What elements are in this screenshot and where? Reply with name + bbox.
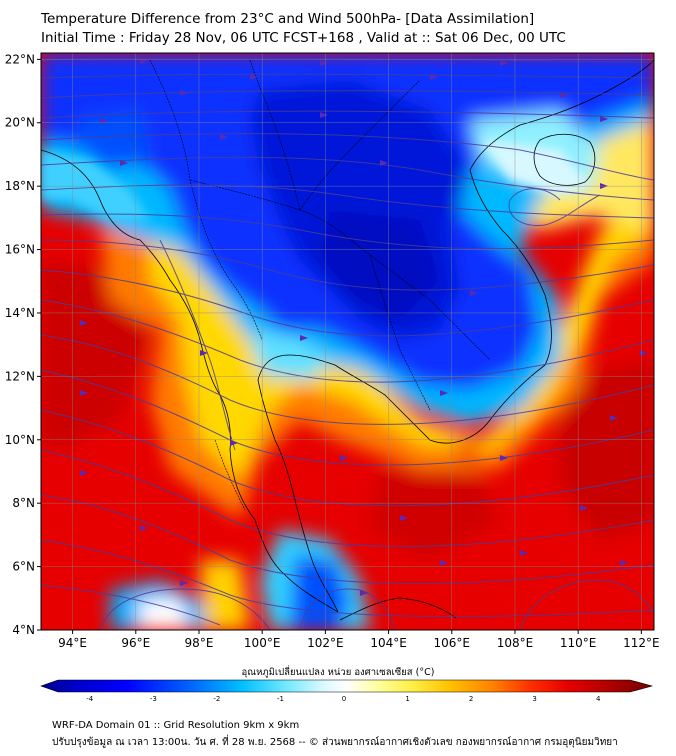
map-frame [40,52,655,631]
latitude-axis: 22°N 20°N 18°N 16°N 14°N 12°N 10°N 8°N 6°N 4°N [5,52,41,637]
lon-tick-label: 94°E [58,636,87,650]
footer-credit: ปรับปรุงข้อมูล ณ เวลา 13:00น. วัน ศ. ที่… [52,737,618,748]
colorbar-tick-label: -4 [86,695,94,703]
colorbar-tick-label: -2 [213,695,220,703]
lon-tick-label: 112°E [623,636,660,650]
lat-tick-label: 4°N [12,623,35,637]
lon-tick-label: 98°E [185,636,214,650]
colorbar: -4 -3 -2 -1 0 1 2 3 4 [40,679,654,703]
lat-tick-label: 14°N [5,306,35,320]
lon-tick-label: 110°E [560,636,597,650]
lon-tick-label: 96°E [121,636,150,650]
map-subtitle: Initial Time : Friday 28 Nov, 06 UTC FCS… [41,30,566,46]
lat-tick-label: 8°N [12,496,35,510]
colorbar-label: อุณหภูมิเปลี่ยนแปลง หน่วย องศาเซลเซียส (… [241,667,435,678]
coastlines [41,59,654,621]
wind-streamlines [41,57,654,630]
lon-tick-label: 108°E [497,636,534,650]
lon-tick-label: 102°E [307,636,344,650]
lat-tick-label: 18°N [5,179,35,193]
lon-tick-label: 100°E [244,636,281,650]
colorbar-tick-label: 0 [342,695,346,703]
colorbar-tick-label: 3 [532,695,536,703]
temperature-field [41,53,654,630]
lat-tick-label: 22°N [5,52,35,66]
lat-tick-label: 12°N [5,369,35,383]
country-borders [149,59,491,511]
lat-tick-label: 16°N [5,243,35,257]
colorbar-tick-label: 2 [469,695,473,703]
colorbar-tick-label: 1 [405,695,409,703]
map-title: Temperature Difference from 23°C and Win… [41,11,535,27]
colorbar-tick-label: -1 [277,695,284,703]
colorbar-tick-label: -3 [150,695,157,703]
lon-tick-label: 106°E [434,636,471,650]
lat-tick-label: 10°N [5,433,35,447]
longitude-axis: 94°E 96°E 98°E 100°E 102°E 104°E 106°E 108°E 110… [58,630,660,650]
graticule [41,53,654,630]
lon-tick-label: 104°E [370,636,407,650]
streamline-arrows [80,58,648,596]
colorbar-tick-label: 4 [596,695,601,703]
lat-tick-label: 20°N [5,116,35,130]
footer-model-info: WRF-DA Domain 01 :: Grid Resolution 9km … [52,720,300,731]
lat-tick-label: 6°N [12,560,35,574]
